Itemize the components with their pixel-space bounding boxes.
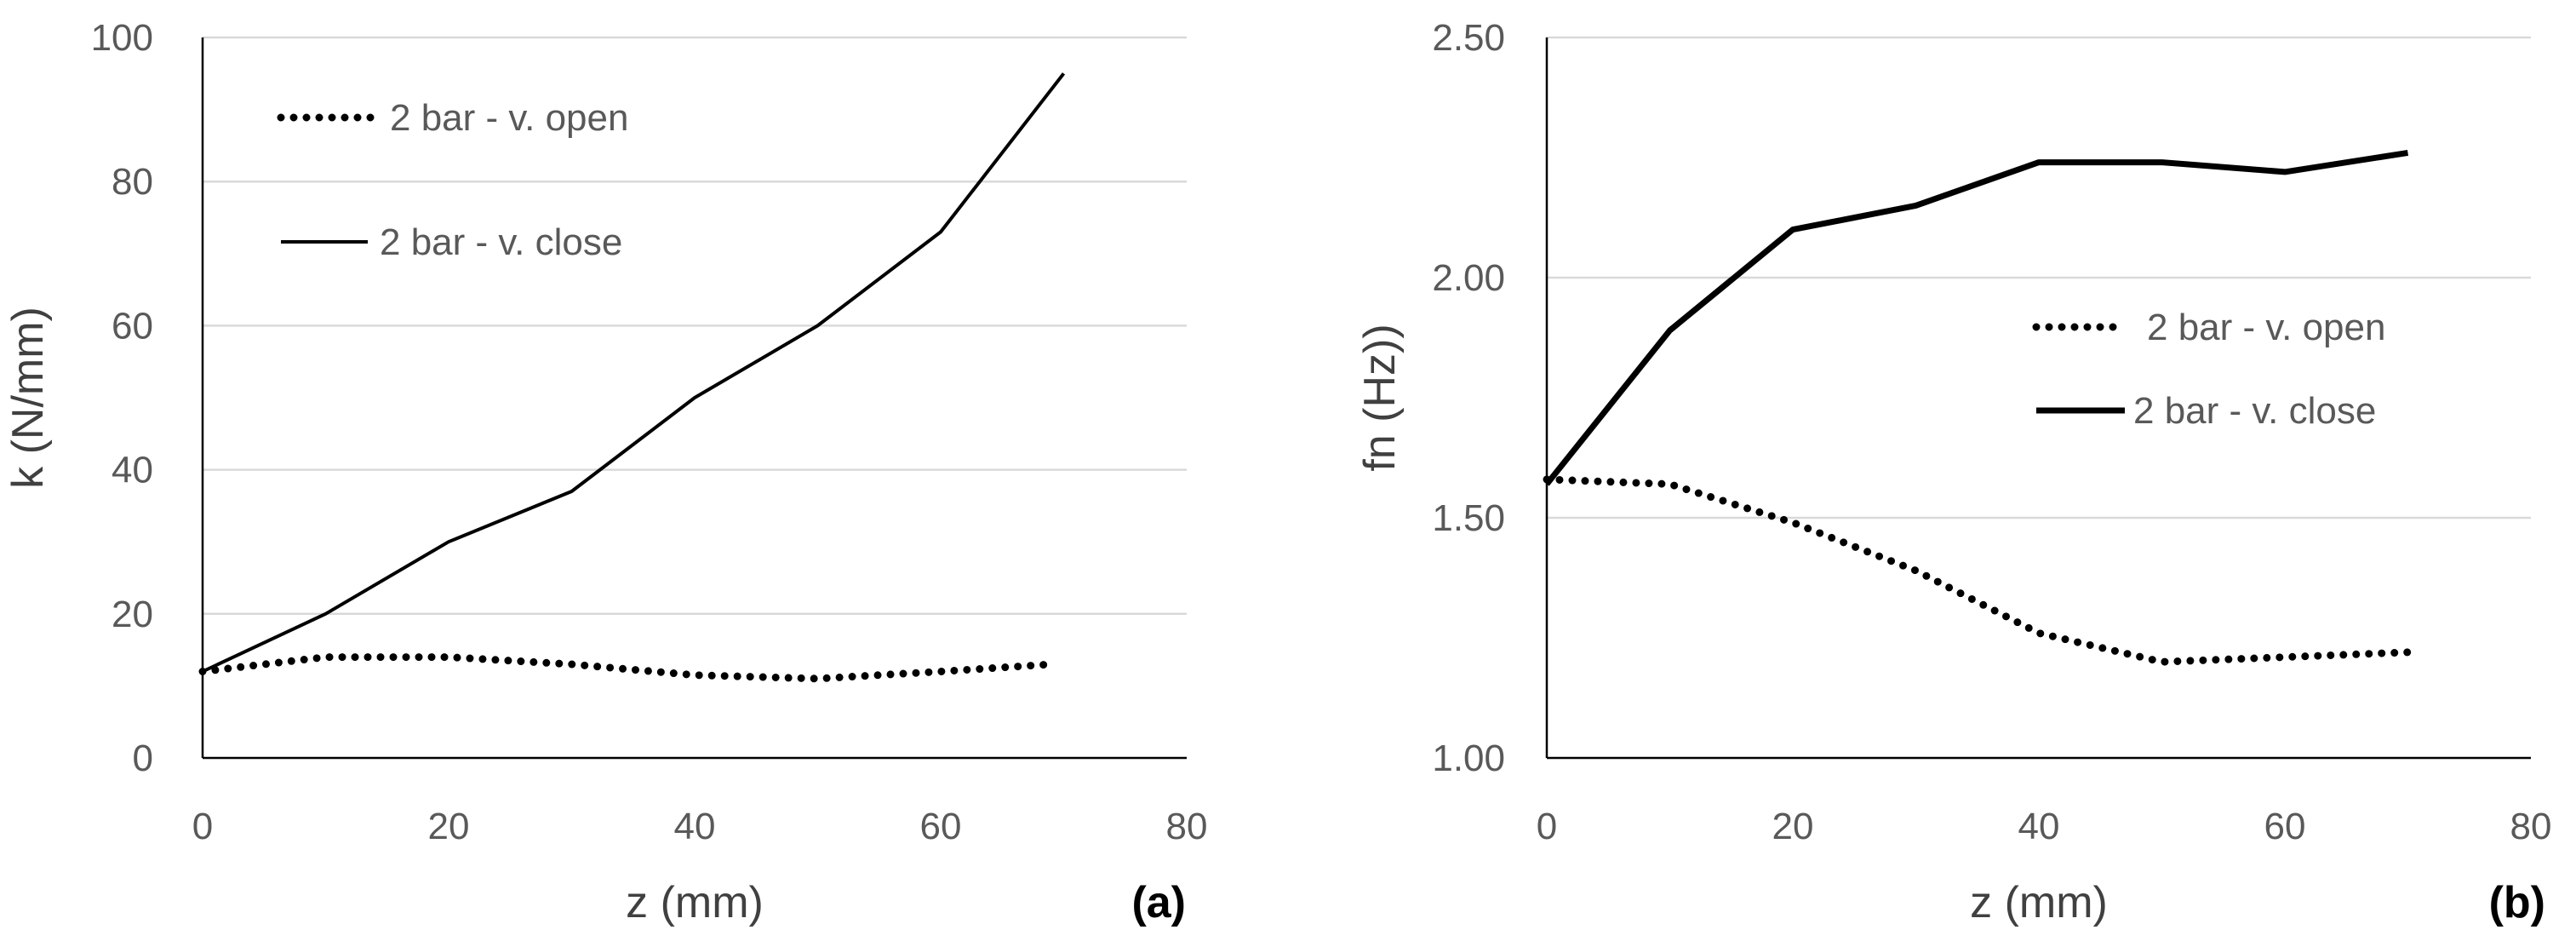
y-axis-title: fn (Hz)) [1355, 324, 1405, 471]
series-line-v-open [198, 653, 1056, 683]
x-axis-title: z (mm) [626, 878, 764, 927]
panel-label: (a) [1131, 878, 1186, 927]
x-tick-label: 60 [920, 806, 962, 847]
y-tick-label: 20 [112, 594, 153, 635]
series-line-v-close [202, 72, 1066, 674]
y-tick-label: 1.00 [1432, 738, 1505, 779]
x-tick-label: 40 [674, 806, 716, 847]
y-tick-label: 60 [112, 305, 153, 347]
legend-label: 2 bar - v. close [2133, 390, 2376, 432]
y-tick-label: 80 [112, 161, 153, 203]
y-tick-label: 100 [91, 17, 153, 59]
x-tick-label: 80 [2510, 806, 2552, 847]
x-tick-label: 0 [192, 806, 213, 847]
legend-label: 2 bar - v. open [2147, 307, 2385, 348]
panel-label: (b) [2489, 878, 2545, 927]
y-axis-title: k (N/mm) [3, 307, 53, 489]
x-tick-label: 40 [2018, 806, 2060, 847]
y-tick-label: 0 [133, 738, 153, 779]
legend-label: 2 bar - v. open [390, 97, 628, 139]
chart-panel-b: 1.00 1.50 2.00 2.50 0 20 40 60 80 z (mm) fn (Hz)) (… [1355, 17, 2551, 927]
x-tick-label: 60 [2264, 806, 2306, 847]
x-tick-label: 20 [1772, 806, 1814, 847]
y-tick-label: 1.50 [1432, 497, 1505, 539]
chart-panel-a: 0 20 40 60 80 100 0 20 40 60 80 z (mm) k (N/mm) (a) 2 … [3, 17, 1207, 927]
y-tick-label: 40 [112, 450, 153, 491]
x-axis-title: z (mm) [1970, 878, 2108, 927]
x-tick-label: 80 [1166, 806, 1208, 847]
legend-label: 2 bar - v. close [380, 221, 622, 263]
x-tick-label: 0 [1537, 806, 1557, 847]
x-tick-label: 20 [428, 806, 470, 847]
y-tick-label: 2.50 [1432, 17, 1505, 59]
y-tick-label: 2.00 [1432, 257, 1505, 299]
series-line-v-open [1543, 475, 2412, 666]
series-line-v-close [1544, 149, 2409, 486]
